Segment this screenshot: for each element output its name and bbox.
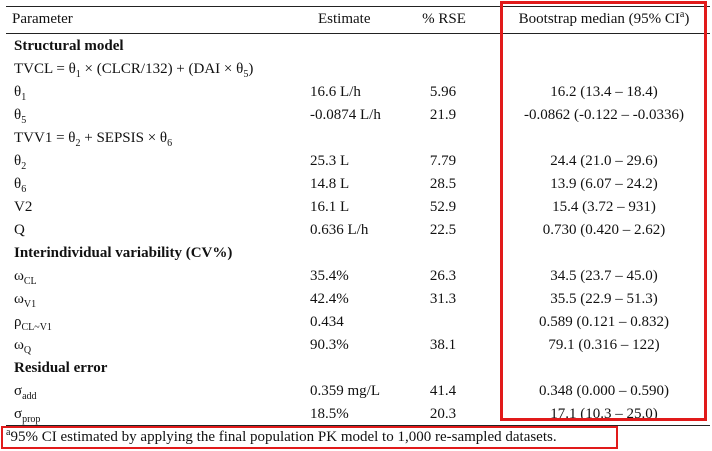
estimate-cell: 42.4% bbox=[310, 291, 349, 307]
bootstrap-cell: 79.1 (0.316 – 122) bbox=[548, 337, 660, 353]
table-row: σprop 18.5% 20.3 17.1 (10.3 – 25.0) bbox=[0, 403, 712, 426]
table-header-row: Parameter Estimate % RSE Bootstrap media… bbox=[0, 8, 712, 31]
section-structural: Structural model bbox=[0, 35, 712, 58]
bootstrap-cell: 16.2 (13.4 – 18.4) bbox=[550, 84, 658, 100]
table-row: σadd 0.359 mg/L 41.4 0.348 (0.000 – 0.59… bbox=[0, 380, 712, 403]
table-row: V2 16.1 L 52.9 15.4 (3.72 – 931) bbox=[0, 196, 712, 219]
formula-text: TVCL = θ1 × (CLCR/132) + (DAI × θ5) bbox=[14, 61, 254, 80]
param-v2: V2 bbox=[14, 199, 33, 215]
table-footnote: a95% CI estimated by applying the final … bbox=[1, 426, 618, 449]
table-row: Q 0.636 L/h 22.5 0.730 (0.420 – 2.62) bbox=[0, 219, 712, 242]
bootstrap-cell: 35.5 (22.9 – 51.3) bbox=[550, 291, 658, 307]
rse-cell: 5.96 bbox=[429, 84, 457, 100]
param-omega-q: ωQ bbox=[14, 337, 32, 356]
bootstrap-cell: 24.4 (21.0 – 29.6) bbox=[550, 153, 658, 169]
param-theta1: θ1 bbox=[14, 84, 27, 103]
param-omega-v1: ωV1 bbox=[14, 291, 37, 310]
param-rho: ρCL~V1 bbox=[14, 314, 52, 333]
rse-cell: 26.3 bbox=[429, 268, 457, 284]
rse-cell: 21.9 bbox=[429, 107, 457, 123]
table-row: θ2 25.3 L 7.79 24.4 (21.0 – 29.6) bbox=[0, 150, 712, 173]
estimate-cell: -0.0874 L/h bbox=[310, 107, 381, 123]
header-bootstrap: Bootstrap median (95% CIa) bbox=[518, 9, 690, 28]
rse-cell: 41.4 bbox=[429, 383, 457, 399]
section-title: Interindividual variability (CV%) bbox=[14, 245, 233, 261]
header-parameter: Parameter bbox=[12, 11, 73, 27]
table-top-rule bbox=[6, 6, 710, 7]
bootstrap-cell: -0.0862 (-0.122 – -0.0336) bbox=[524, 107, 684, 123]
estimate-cell: 25.3 L bbox=[310, 153, 350, 169]
bootstrap-cell: 0.589 (0.121 – 0.832) bbox=[539, 314, 669, 330]
param-omega-cl: ωCL bbox=[14, 268, 37, 287]
rse-cell: 31.3 bbox=[429, 291, 457, 307]
estimate-cell: 0.434 bbox=[310, 314, 344, 330]
table-row: ωV1 42.4% 31.3 35.5 (22.9 – 51.3) bbox=[0, 288, 712, 311]
table-row: θ1 16.6 L/h 5.96 16.2 (13.4 – 18.4) bbox=[0, 81, 712, 104]
table-row: θ5 -0.0874 L/h 21.9 -0.0862 (-0.122 – -0… bbox=[0, 104, 712, 127]
estimate-cell: 16.1 L bbox=[310, 199, 350, 215]
section-title: Residual error bbox=[14, 360, 108, 376]
bootstrap-cell: 34.5 (23.7 – 45.0) bbox=[550, 268, 658, 284]
param-theta6: θ6 bbox=[14, 176, 27, 195]
bootstrap-cell: 0.730 (0.420 – 2.62) bbox=[542, 222, 666, 238]
param-sigma-add: σadd bbox=[14, 383, 37, 402]
table-row: ωCL 35.4% 26.3 34.5 (23.7 – 45.0) bbox=[0, 265, 712, 288]
estimate-cell: 90.3% bbox=[310, 337, 349, 353]
table-header-rule bbox=[6, 33, 710, 34]
estimate-cell: 0.636 L/h bbox=[310, 222, 369, 238]
estimate-cell: 18.5% bbox=[310, 406, 349, 422]
formula-text: TVV1 = θ2 + SEPSIS × θ6 bbox=[14, 130, 173, 149]
estimate-cell: 35.4% bbox=[310, 268, 349, 284]
table-row: ρCL~V1 0.434 0.589 (0.121 – 0.832) bbox=[0, 311, 712, 334]
estimate-cell: 14.8 L bbox=[310, 176, 350, 192]
section-title: Structural model bbox=[14, 38, 124, 54]
section-residual: Residual error bbox=[0, 357, 712, 380]
estimate-cell: 16.6 L/h bbox=[310, 84, 361, 100]
header-rse: % RSE bbox=[422, 11, 466, 27]
rse-cell: 20.3 bbox=[429, 406, 457, 422]
formula-tvcl: TVCL = θ1 × (CLCR/132) + (DAI × θ5) bbox=[0, 58, 712, 81]
bootstrap-cell: 13.9 (6.07 – 24.2) bbox=[550, 176, 658, 192]
bootstrap-cell: 0.348 (0.000 – 0.590) bbox=[539, 383, 669, 399]
param-theta2: θ2 bbox=[14, 153, 27, 172]
rse-cell: 28.5 bbox=[429, 176, 457, 192]
estimate-cell: 0.359 mg/L bbox=[310, 383, 380, 399]
bootstrap-cell: 17.1 (10.3 – 25.0) bbox=[550, 406, 658, 422]
rse-cell: 38.1 bbox=[429, 337, 457, 353]
param-theta5: θ5 bbox=[14, 107, 27, 126]
table-row: θ6 14.8 L 28.5 13.9 (6.07 – 24.2) bbox=[0, 173, 712, 196]
table-row: ωQ 90.3% 38.1 79.1 (0.316 – 122) bbox=[0, 334, 712, 357]
table-bottom-rule bbox=[6, 425, 710, 426]
section-iiv: Interindividual variability (CV%) bbox=[0, 242, 712, 265]
bootstrap-cell: 15.4 (3.72 – 931) bbox=[552, 199, 656, 215]
formula-tvv1: TVV1 = θ2 + SEPSIS × θ6 bbox=[0, 127, 712, 150]
param-sigma-prop: σprop bbox=[14, 406, 41, 425]
param-q: Q bbox=[14, 222, 25, 238]
rse-cell: 7.79 bbox=[429, 153, 457, 169]
rse-cell: 22.5 bbox=[429, 222, 457, 238]
header-estimate: Estimate bbox=[318, 11, 371, 27]
rse-cell: 52.9 bbox=[429, 199, 457, 215]
